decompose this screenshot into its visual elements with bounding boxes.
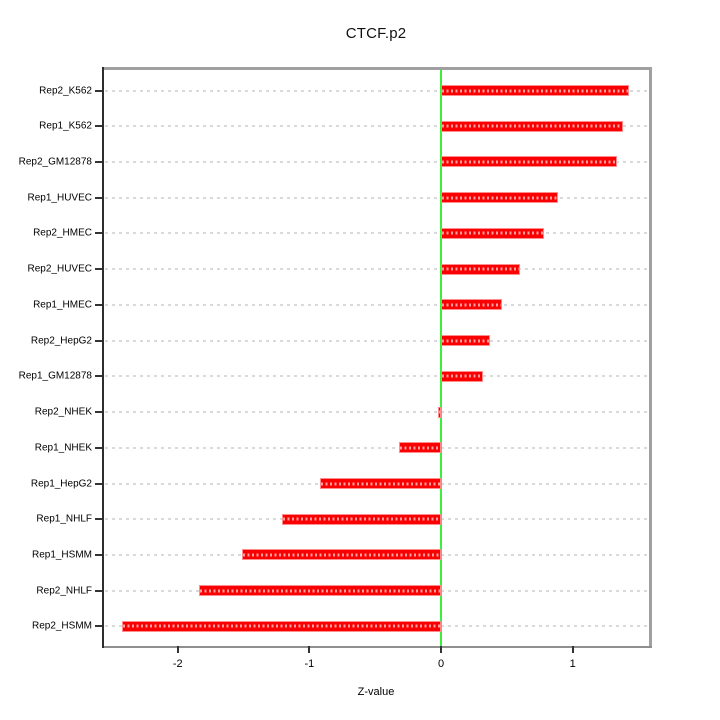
gridline (105, 303, 648, 306)
y-axis-tick (95, 196, 102, 199)
bar-stripe (442, 124, 622, 128)
plot-border-right (649, 67, 652, 648)
bar-stripe (442, 160, 617, 164)
y-axis-tick (95, 446, 102, 449)
y-axis-label: Rep1_HUVEC (27, 192, 92, 204)
bar-stripe (442, 303, 501, 307)
y-axis-label: Rep1_HSMM (31, 549, 92, 561)
bar-stripe (320, 482, 440, 486)
bar (441, 227, 544, 239)
bar (281, 513, 441, 525)
gridline (105, 160, 648, 163)
bar (441, 85, 630, 96)
y-axis-tick (95, 553, 102, 556)
y-axis-tick (95, 411, 102, 414)
y-axis-label: Rep2_K562 (39, 85, 92, 96)
y-axis-tick (95, 589, 102, 592)
y-axis-tick (95, 339, 102, 342)
bar (441, 192, 559, 204)
zero-baseline (440, 70, 442, 646)
x-axis-tick-label: -2 (172, 658, 183, 670)
bar-stripe (442, 196, 558, 200)
y-axis-tick (95, 375, 102, 378)
bar (441, 120, 623, 132)
plot-border-left (102, 67, 104, 648)
plot-area: Rep2_K562 Rep1_K562 Rep2_GM12878 Rep1_HUVEC… (19, 67, 652, 670)
gridline (105, 125, 648, 128)
bar (438, 406, 441, 418)
x-axis-tick (308, 646, 311, 653)
x-axis-tick-label: 1 (569, 658, 576, 670)
bar-stripe (442, 339, 489, 343)
y-axis-label: Rep1_HMEC (33, 299, 92, 311)
bar (441, 299, 502, 311)
bar-stripe (123, 624, 440, 628)
y-axis-tick (95, 89, 102, 92)
gridline (105, 196, 648, 199)
x-axis-tick-label: -1 (304, 658, 315, 670)
y-axis-tick (95, 160, 102, 163)
bar (198, 585, 441, 597)
x-axis-tick (440, 646, 442, 653)
gridline (105, 375, 648, 378)
bar-stripe (439, 410, 440, 414)
gridline (105, 446, 648, 449)
bar-stripe (442, 374, 483, 378)
bar-stripe (442, 267, 519, 271)
plot-border-bottom (104, 646, 652, 648)
y-axis-tick (95, 482, 102, 485)
y-axis-label: Rep2_HMEC (33, 227, 92, 239)
bar-stripe (243, 553, 440, 557)
gridline (105, 411, 648, 414)
bar (441, 156, 618, 168)
y-axis-label: Rep1_HepG2 (30, 478, 92, 490)
gridline (105, 268, 648, 271)
y-axis-tick (95, 125, 102, 128)
bar-stripe (282, 517, 440, 521)
x-axis-tick-label: 0 (437, 658, 445, 670)
bar-stripe (442, 231, 543, 235)
y-axis-label: Rep2_HUVEC (27, 263, 92, 275)
bar-stripe (199, 589, 440, 593)
y-axis-label: Rep2_HSMM (31, 620, 92, 632)
gridline (105, 339, 648, 342)
y-axis-label: Rep1_NHEK (34, 442, 92, 454)
chart-title: CTCF.p2 (345, 25, 407, 42)
bar (441, 370, 484, 382)
y-axis-tick (95, 518, 102, 521)
bar (242, 549, 441, 561)
y-axis-tick (95, 232, 102, 235)
gridline (105, 232, 648, 235)
x-axis-tick (571, 646, 574, 653)
bar (398, 442, 441, 454)
y-axis-label: Rep2_HepG2 (30, 335, 92, 347)
y-axis-label: Rep1_NHLF (36, 513, 92, 525)
bar (441, 335, 490, 347)
y-axis-label: Rep1_GM12878 (18, 370, 92, 382)
y-axis-label: Rep2_GM12878 (18, 156, 92, 168)
y-axis-tick (95, 303, 102, 306)
bar (319, 478, 441, 490)
gridline (105, 89, 648, 92)
y-axis-label: Rep1_K562 (39, 120, 92, 132)
x-axis-tick (176, 646, 179, 653)
bar-stripe (442, 89, 629, 92)
bar (122, 620, 441, 632)
y-axis-label: Rep2_NHLF (36, 585, 92, 597)
x-axis-title: Z-value (357, 686, 395, 698)
plot-border-top (104, 67, 649, 70)
y-axis-label: Rep2_NHEK (34, 406, 92, 418)
bar (441, 263, 520, 275)
bar-stripe (399, 446, 440, 450)
y-axis-tick (95, 268, 102, 271)
y-axis-tick (95, 625, 102, 628)
